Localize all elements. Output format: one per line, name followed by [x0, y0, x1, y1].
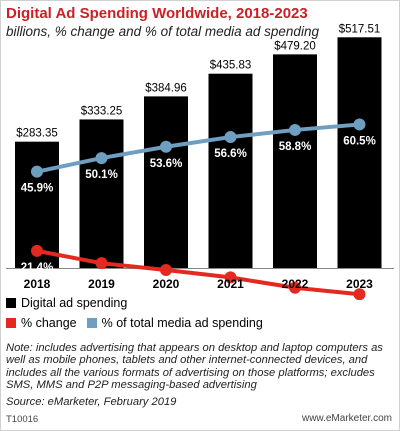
x-tick-label-2018: 2018 — [24, 277, 51, 291]
legend-label-percent-total-media: % of total media ad spending — [101, 316, 263, 330]
share-of-total-point-2019 — [95, 152, 108, 165]
legend-row-1: Digital ad spending — [6, 296, 127, 310]
percent-change-line — [36, 248, 360, 297]
legend-label-percent-change: % change — [21, 316, 77, 330]
share-of-total-line — [36, 122, 360, 174]
percent-change-point-2018 — [31, 244, 43, 257]
share-label-2022: 58.8% — [279, 141, 312, 153]
share-of-total-point-2023 — [353, 118, 366, 131]
legend-swatch-percent-total-media — [86, 318, 97, 328]
change-label-2020: 15.5% — [150, 281, 183, 293]
percent-change-point-2022 — [289, 281, 301, 294]
bar-value-label-2020: $384.96 — [145, 82, 187, 94]
bar-value-label-2019: $333.25 — [81, 105, 123, 117]
change-label-2019: 17.6% — [85, 274, 118, 286]
legend-swatch-percent-change — [6, 318, 16, 328]
percent-change-point-2023 — [353, 288, 366, 300]
share-label-2020: 53.6% — [150, 158, 183, 170]
bar-2019 — [79, 119, 124, 268]
x-tick-label-2019: 2019 — [88, 277, 115, 291]
bar-value-label-2018: $283.35 — [16, 128, 58, 140]
share-label-2018: 45.9% — [21, 183, 54, 195]
legend-row-2: % change % of total media ad spending — [6, 316, 263, 330]
share-of-total-point-2021 — [224, 131, 237, 144]
bar-2021 — [208, 73, 253, 268]
bar-2020 — [144, 96, 188, 269]
bar-2022 — [273, 54, 317, 269]
share-of-total-point-2020 — [160, 140, 172, 153]
change-label-2018: 21.4% — [21, 262, 54, 274]
brand-footer: www.eMarketer.com — [301, 413, 392, 424]
chart-plot: $283.35 $333.25 $384.96 $435.83 $479.20 $517.… — [6, 23, 394, 300]
legend-swatch-digital-ad-spending — [6, 298, 16, 308]
share-label-2019: 50.1% — [85, 169, 118, 181]
x-tick-label-2021: 2021 — [217, 277, 244, 291]
share-of-total-point-2018 — [31, 165, 43, 178]
bar-value-label-2023: $517.51 — [339, 23, 381, 35]
share-label-2021: 56.6% — [214, 148, 247, 160]
x-tick-label-2023: 2023 — [346, 277, 373, 291]
footnote: Note: includes advertising that appears … — [6, 342, 383, 392]
change-label-2021: 13.2% — [214, 288, 247, 300]
source-line: Source: eMarketer, February 2019 — [6, 396, 177, 408]
percent-change-point-2020 — [160, 263, 172, 276]
x-tick-label-2020: 2020 — [153, 277, 180, 291]
bar-value-label-2021: $435.83 — [210, 60, 252, 72]
x-tick-label-2022: 2022 — [282, 277, 309, 291]
share-label-2023: 60.5% — [343, 135, 376, 147]
bar-2023 — [337, 37, 382, 269]
bar-value-label-2022: $479.20 — [274, 40, 316, 52]
percent-change-point-2021 — [224, 271, 237, 284]
chart-subtitle: billions, % change and % of total media … — [6, 24, 319, 39]
chart-id: T10016 — [6, 414, 39, 425]
percent-change-point-2019 — [95, 257, 108, 270]
share-of-total-point-2022 — [289, 123, 301, 136]
legend-label-digital-ad-spending: Digital ad spending — [21, 296, 128, 310]
change-label-2022: 10.0% — [279, 299, 312, 300]
chart-title: Digital Ad Spending Worldwide, 2018-2023 — [6, 5, 308, 22]
